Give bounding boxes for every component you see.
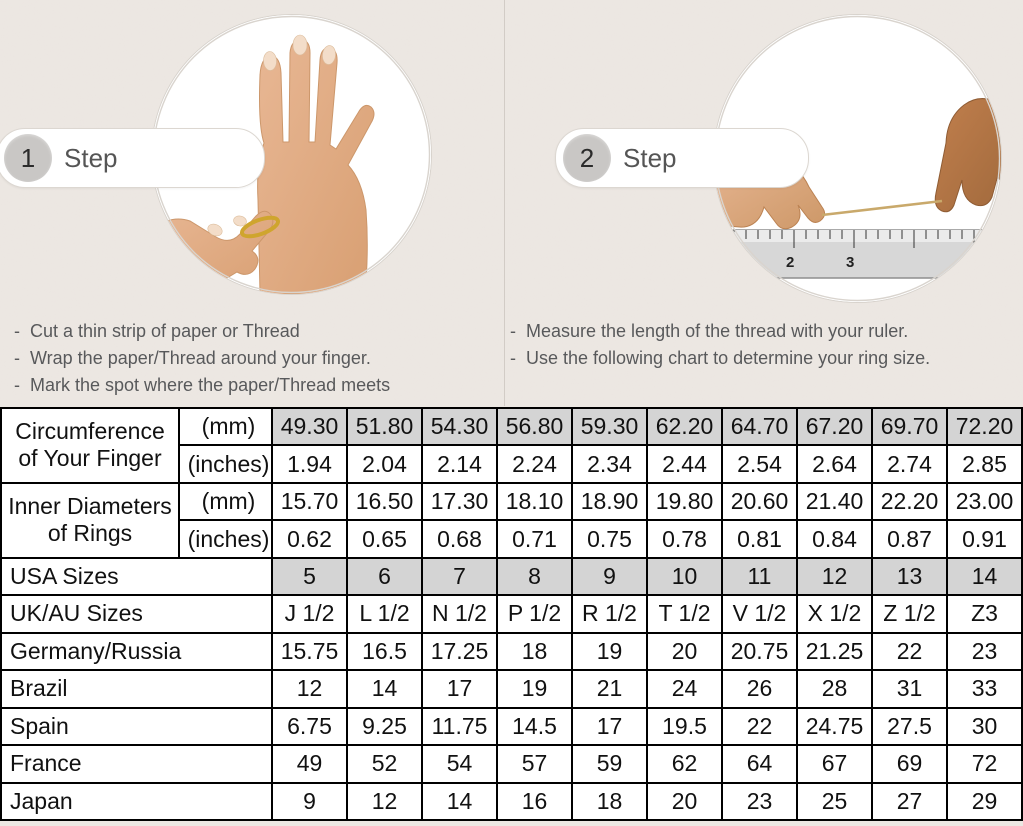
- svg-text:2: 2: [786, 254, 794, 271]
- svg-text:1: 1: [726, 254, 734, 271]
- svg-text:3: 3: [846, 254, 854, 271]
